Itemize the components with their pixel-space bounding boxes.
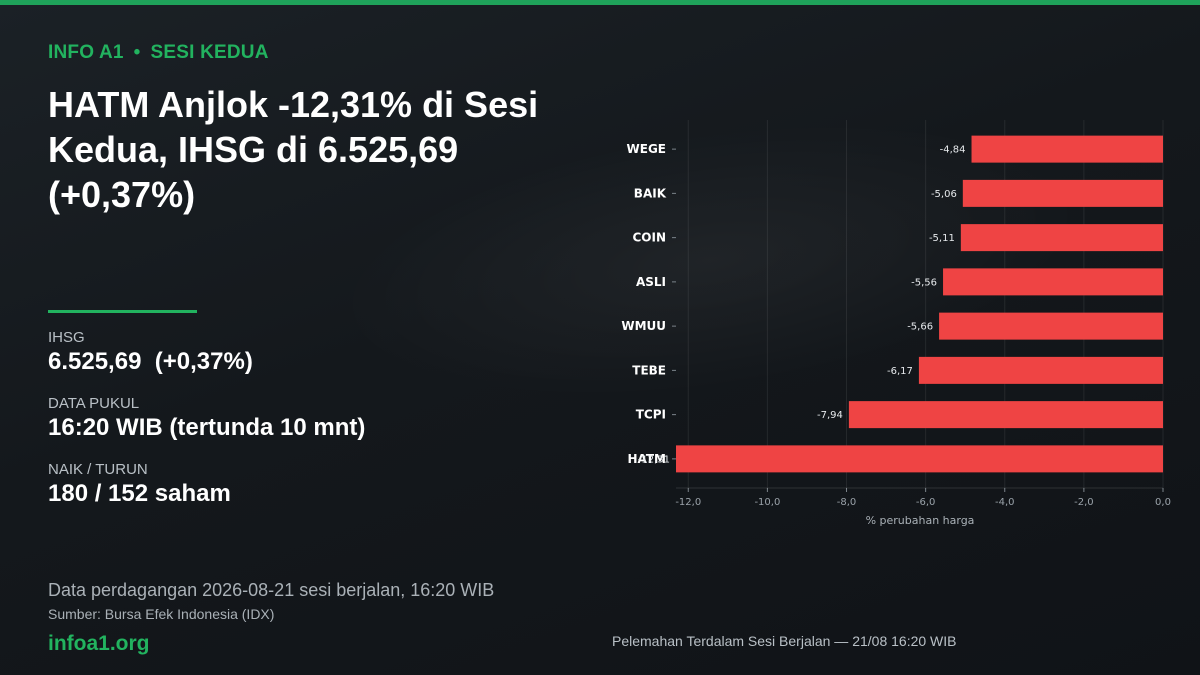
ihsg-value: 6.525,69 (+0,37%) <box>48 348 253 375</box>
category-label: ASLI <box>636 275 666 289</box>
x-tick-label: -6,0 <box>916 497 936 508</box>
data-label: -5,06 <box>931 189 957 200</box>
x-tick-label: -10,0 <box>754 497 780 508</box>
x-axis-title: % perubahan harga <box>866 514 975 527</box>
chart-bars <box>676 135 1163 473</box>
chart-labels: -12,0 -10,0 -8,0 -6,0 -4,0 -2,0 0,0 WEGE -4,84 BA… <box>621 142 1171 508</box>
data-label: -6,17 <box>887 366 913 377</box>
data-label: -5,56 <box>911 277 937 288</box>
category-label: WMUU <box>621 319 666 333</box>
source-note: Sumber: Bursa Efek Indonesia (IDX) <box>48 606 275 622</box>
chart-caption: Pelemahan Terdalam Sesi Berjalan — 21/08… <box>612 633 957 649</box>
bar-baik <box>962 179 1163 207</box>
data-label: -4,84 <box>940 145 966 156</box>
category-label: WEGE <box>627 142 666 156</box>
separator-dot: • <box>133 42 141 63</box>
bar-hatm <box>676 445 1163 473</box>
data-time-value: 16:20 WIB (tertunda 10 mnt) <box>48 414 366 441</box>
data-label: -12,31 <box>638 454 670 465</box>
data-label: -5,11 <box>929 233 955 244</box>
data-label: -7,94 <box>817 410 843 421</box>
advance-decline-value: 180 / 152 saham <box>48 480 231 507</box>
x-tick-label: -8,0 <box>837 497 857 508</box>
bar-tcpi <box>848 401 1163 429</box>
category-label: BAIK <box>634 186 667 200</box>
category-label: TCPI <box>636 408 666 422</box>
bar-wmuu <box>939 312 1163 340</box>
x-tick-label: -12,0 <box>675 497 701 508</box>
x-tick-label: -4,0 <box>995 497 1015 508</box>
ihsg-label: IHSG <box>48 329 85 346</box>
accent-divider <box>48 310 197 313</box>
site-link[interactable]: infoa1.org <box>48 632 150 655</box>
data-time-label: DATA PUKUL <box>48 395 140 412</box>
advance-decline-label: NAIK / TURUN <box>48 461 148 478</box>
x-tick-label: -2,0 <box>1074 497 1094 508</box>
category-label: TEBE <box>632 363 666 377</box>
bar-coin <box>960 224 1163 252</box>
bar-wege <box>971 135 1163 163</box>
category-label: HATM <box>627 452 666 466</box>
top-accent-bar <box>0 0 1200 5</box>
brand-label: INFO A1 <box>48 42 124 63</box>
x-tick-label: 0,0 <box>1155 497 1171 508</box>
chart-grid <box>672 120 1164 492</box>
bar-tebe <box>918 356 1163 384</box>
bar-asli <box>943 268 1163 296</box>
data-label: -5,66 <box>907 322 933 333</box>
category-label: COIN <box>632 231 666 245</box>
data-note: Data perdagangan 2026-08-21 sesi berjala… <box>48 580 495 600</box>
kicker: INFO A1 • SESI KEDUA <box>48 42 269 64</box>
session-label: SESI KEDUA <box>150 42 269 63</box>
headline: HATM Anjlok -12,31% di Sesi Kedua, IHSG … <box>48 84 539 215</box>
